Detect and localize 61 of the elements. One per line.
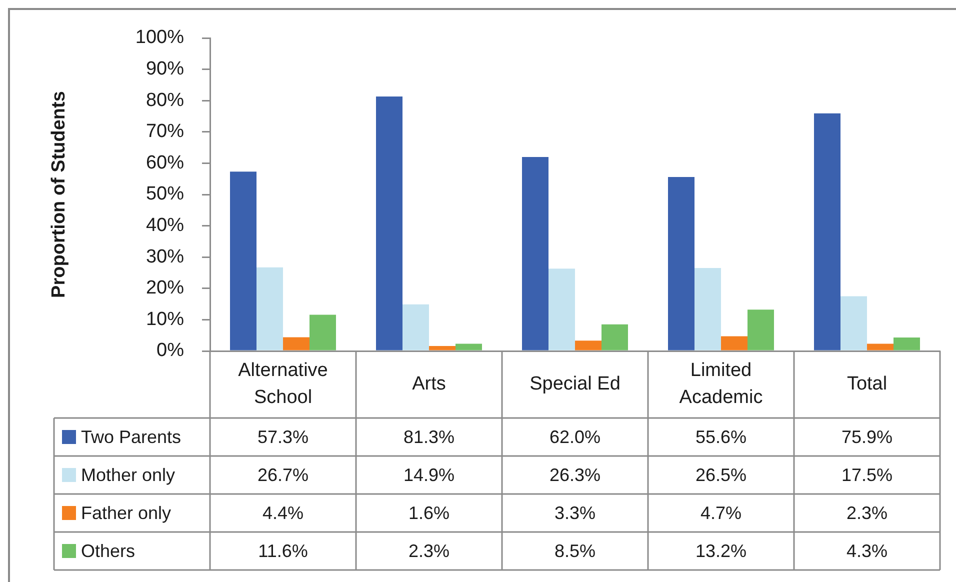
y-tick-label: 50% [146, 184, 184, 205]
legend-label: Father only [81, 502, 172, 523]
x-tick-label: Special Ed [530, 374, 620, 395]
data-label: 4.4% [262, 502, 304, 523]
data-label: 26.5% [695, 464, 747, 485]
data-label: 1.6% [408, 502, 450, 523]
bar [721, 336, 748, 350]
legend-label: Mother only [81, 464, 176, 485]
y-tick-label: 60% [146, 152, 184, 174]
y-tick-label: 30% [146, 246, 184, 268]
bar [429, 346, 456, 350]
data-label: 3.3% [554, 502, 596, 523]
bar [694, 268, 721, 350]
y-tick-label: 90% [146, 58, 184, 80]
data-label: 13.2% [695, 540, 747, 561]
data-label: 75.9% [841, 426, 893, 447]
legend-label: Others [81, 540, 136, 561]
data-label: 17.5% [841, 464, 893, 485]
y-tick-label: 70% [146, 121, 184, 142]
data-label: 11.6% [258, 540, 308, 561]
bar [456, 344, 482, 350]
bar [867, 344, 894, 350]
legend-label: Two Parents [81, 426, 182, 447]
y-axis-title: Proportion of Students [48, 91, 70, 298]
bar [602, 324, 628, 350]
y-tick-label: 100% [135, 27, 184, 48]
data-label: 2.3% [846, 502, 888, 523]
y-tick-label: 10% [146, 308, 184, 330]
x-tick-label: Total [846, 374, 888, 395]
x-tick-label: Arts [412, 374, 446, 395]
bar [575, 340, 602, 350]
data-label: 4.3% [846, 540, 888, 561]
bar [376, 96, 402, 350]
data-label: 55.6% [695, 426, 747, 447]
data-label: 4.7% [700, 502, 742, 523]
y-tick-label: 20% [146, 278, 184, 299]
data-label: 26.7% [257, 464, 309, 485]
x-tick-label: Limited Academic [679, 360, 763, 408]
bar [230, 172, 256, 350]
bar [840, 296, 867, 350]
data-label: 81.3% [403, 426, 455, 447]
data-label: 8.5% [554, 540, 596, 561]
y-tick-label: 0% [156, 340, 184, 362]
bar [668, 176, 694, 350]
bar [402, 304, 429, 350]
bar [310, 314, 336, 350]
y-tick-label: 80% [146, 90, 184, 111]
bar [256, 267, 283, 350]
bar [283, 337, 310, 350]
x-tick-label: Alternative School [238, 360, 328, 408]
bar [894, 338, 920, 350]
bar [522, 156, 548, 350]
data-label: 57.3% [257, 426, 309, 447]
bar [748, 310, 774, 350]
data-label: 14.9% [403, 464, 455, 485]
bar [814, 113, 840, 350]
data-label: 62.0% [549, 426, 601, 447]
data-label: 2.3% [408, 540, 450, 561]
bar [548, 268, 575, 350]
y-tick-label: 40% [146, 215, 184, 236]
data-label: 26.3% [549, 464, 601, 485]
